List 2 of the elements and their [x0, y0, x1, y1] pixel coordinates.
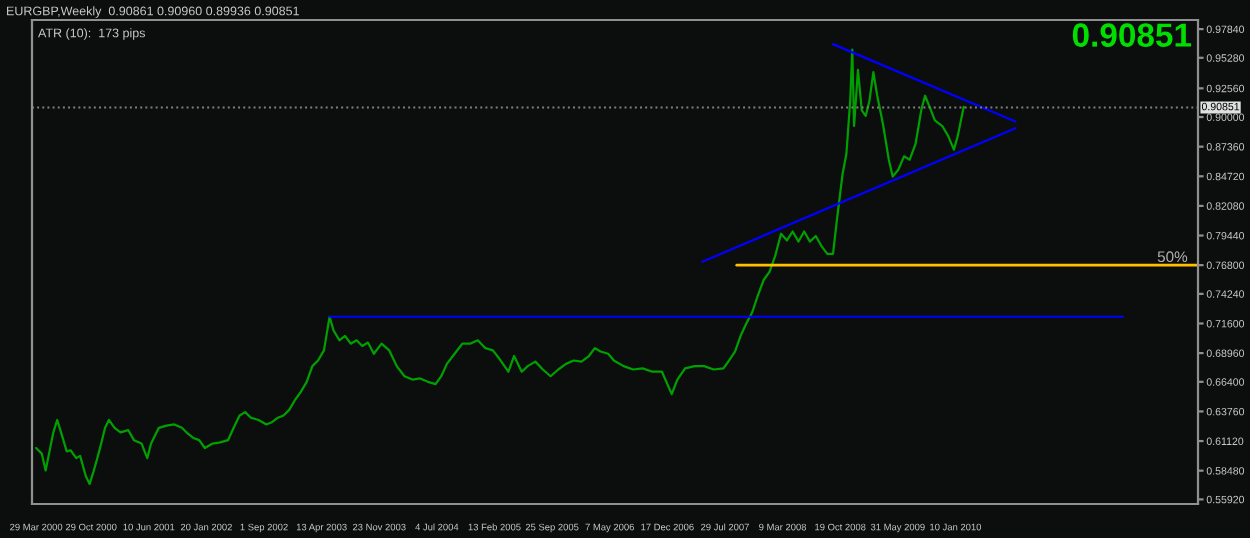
line-series [35, 48, 965, 486]
annotation: 0.90851 [1072, 23, 1192, 47]
